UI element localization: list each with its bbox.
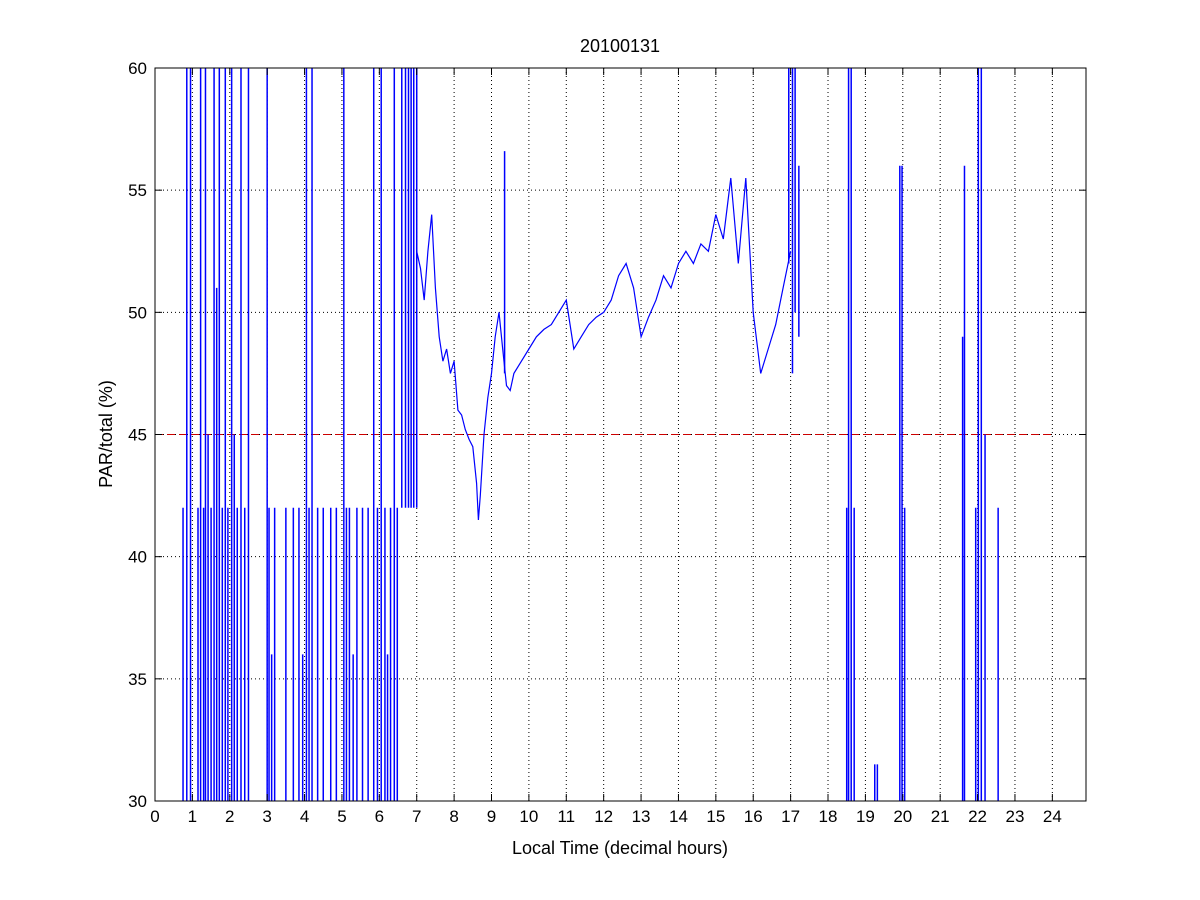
x-tick-label: 7 — [412, 807, 421, 826]
x-tick-label: 10 — [519, 807, 538, 826]
x-tick-label: 17 — [781, 807, 800, 826]
x-tick-label: 13 — [632, 807, 651, 826]
axes: 0 1 2 3 4 5 6 7 8 9 10 11 12 13 14 15 16 17 18 19 20 21 22 23 24… — [128, 59, 1086, 826]
x-tick-label: 15 — [706, 807, 725, 826]
x-axis-label: Local Time (decimal hours) — [512, 838, 728, 858]
x-tick-label: 24 — [1043, 807, 1062, 826]
y-tick-label: 50 — [128, 303, 147, 322]
y-axis-label: PAR/total (%) — [96, 380, 116, 488]
x-tick-label: 23 — [1005, 807, 1024, 826]
x-tick-label: 16 — [744, 807, 763, 826]
x-tick-label: 3 — [262, 807, 271, 826]
y-tick-label: 35 — [128, 670, 147, 689]
series-line — [416, 177, 792, 521]
data-layer — [155, 68, 1053, 801]
x-tick-label: 1 — [188, 807, 197, 826]
y-tick-label: 45 — [128, 426, 147, 445]
x-tick-label: 8 — [449, 807, 458, 826]
x-tick-label: 5 — [337, 807, 346, 826]
x-tick-label: 12 — [594, 807, 613, 826]
x-tick-label: 22 — [968, 807, 987, 826]
x-tick-label: 20 — [893, 807, 912, 826]
y-tick-label: 55 — [128, 181, 147, 200]
x-tick-label: 19 — [856, 807, 875, 826]
x-tick-label: 2 — [225, 807, 234, 826]
x-tick-label: 9 — [487, 807, 496, 826]
chart-title: 20100131 — [580, 36, 660, 56]
x-tick-label: 21 — [931, 807, 950, 826]
x-tick-label: 18 — [819, 807, 838, 826]
y-tick-label: 60 — [128, 59, 147, 78]
x-tick-label: 6 — [375, 807, 384, 826]
y-tick-label: 40 — [128, 548, 147, 567]
x-tick-label: 0 — [150, 807, 159, 826]
x-tick-label: 4 — [300, 807, 309, 826]
x-tick-label: 14 — [669, 807, 688, 826]
x-tick-label: 11 — [557, 807, 575, 826]
y-tick-label: 30 — [128, 792, 147, 811]
